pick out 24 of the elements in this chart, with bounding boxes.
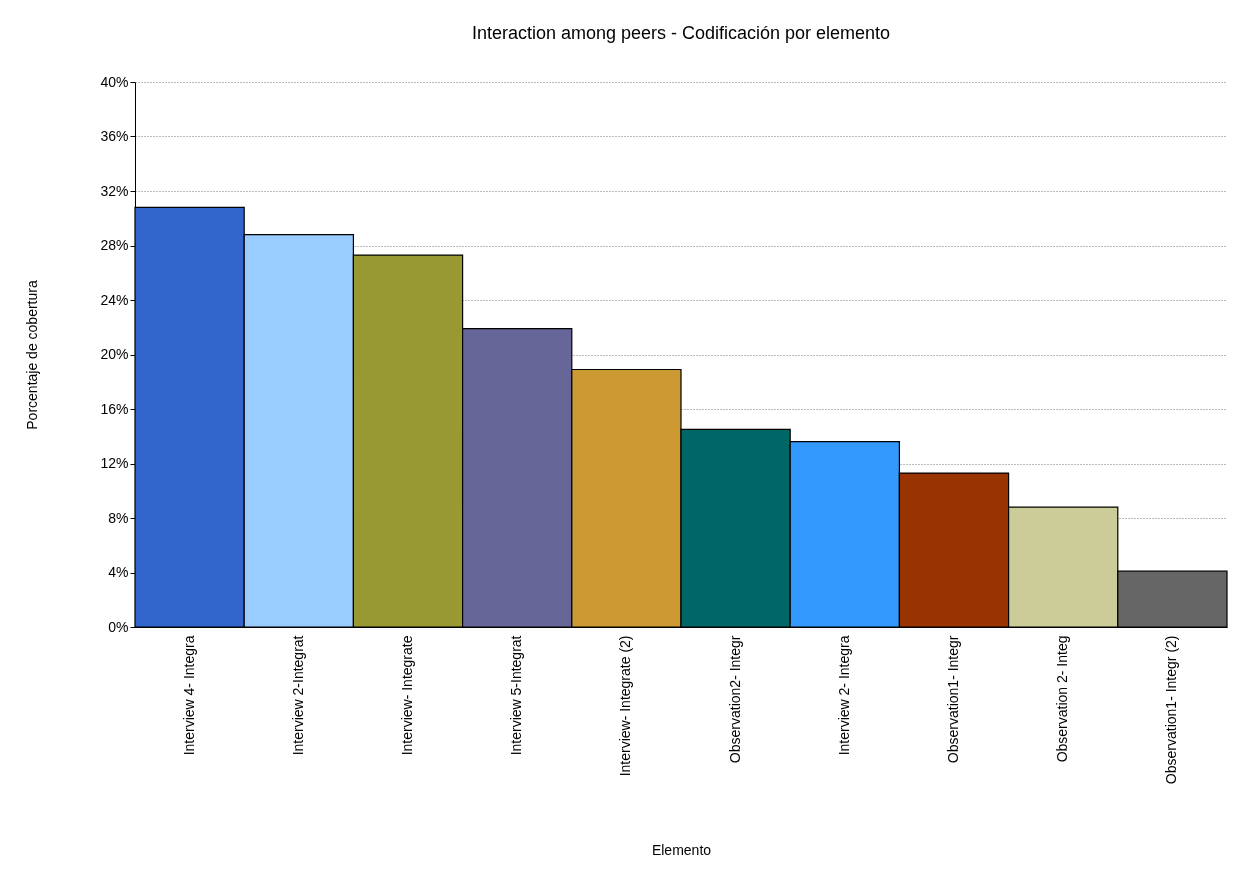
y-tick-label: 24% bbox=[100, 291, 129, 308]
x-tick-label: Observation2- Integr bbox=[726, 635, 743, 764]
y-tick-label: 40% bbox=[100, 73, 129, 90]
y-axis-title: Porcentaje de cobertura bbox=[24, 280, 41, 430]
x-tick-label: Observation1- Integr bbox=[945, 635, 961, 764]
y-tick-label: 36% bbox=[100, 128, 129, 144]
x-tick-label: Observation 2- Integ bbox=[1054, 635, 1071, 763]
x-tick-label: Interview- Integrate (2) bbox=[617, 635, 634, 777]
y-tick-label: 20% bbox=[100, 346, 129, 362]
x-tick-label: Interview 2- Integra bbox=[835, 635, 852, 756]
x-tick-label: Interview 2-Integrat bbox=[289, 635, 306, 756]
x-tick-label: Interview- Integrate bbox=[399, 635, 415, 756]
y-tick-label: 8% bbox=[108, 509, 129, 526]
y-tick-label: 16% bbox=[100, 400, 129, 417]
x-tick-label: Interview 5-Integrat bbox=[508, 635, 525, 756]
y-tick-label: 0% bbox=[108, 618, 129, 635]
x-axis-title: Elemento bbox=[651, 842, 712, 859]
y-tick-label: 4% bbox=[108, 564, 129, 580]
x-tick-label: Interview 4- Integra bbox=[180, 635, 197, 756]
y-tick-label: 32% bbox=[100, 182, 129, 199]
y-tick-label: 12% bbox=[100, 455, 129, 471]
x-tick-label: Observation1- Integr (2) bbox=[1163, 635, 1180, 785]
y-tick-label: 28% bbox=[100, 237, 129, 253]
chart-title: Interaction among peers - Codificación por elemento bbox=[471, 23, 891, 43]
